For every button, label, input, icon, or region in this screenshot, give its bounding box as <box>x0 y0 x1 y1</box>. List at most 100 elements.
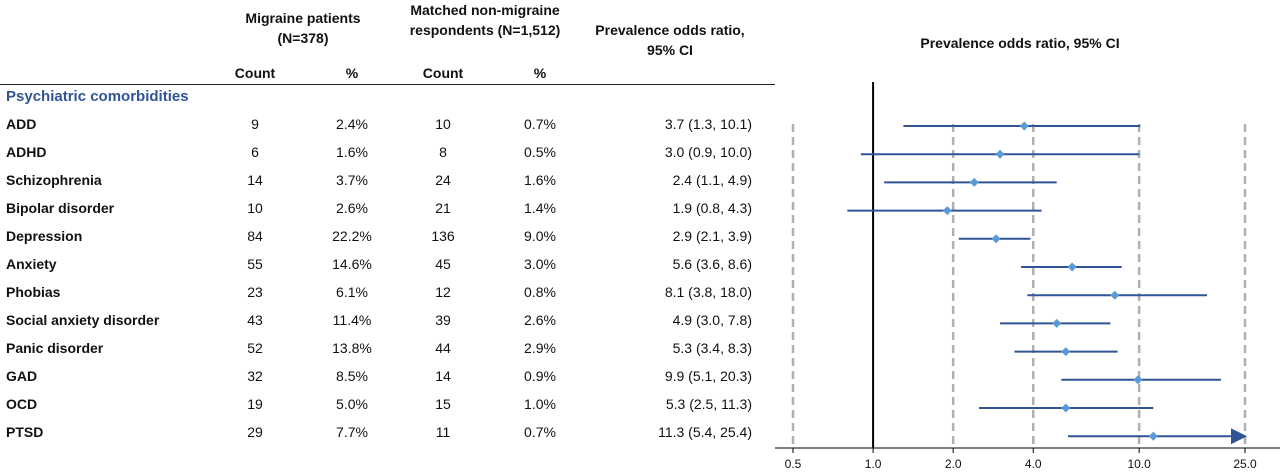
matched-pct: 0.9% <box>524 368 556 384</box>
row-label: Anxiety <box>6 256 57 272</box>
point-estimate <box>995 149 1005 159</box>
migraine-pct: 22.2% <box>332 228 372 244</box>
migraine-pct: 14.6% <box>332 256 372 272</box>
migraine-pct: 6.1% <box>336 284 368 300</box>
x-tick-label: 2.0 <box>945 457 962 471</box>
matched-count: 14 <box>435 368 451 384</box>
x-tick-label: 10.0 <box>1127 457 1151 471</box>
row-label: Phobias <box>6 284 61 300</box>
migraine-count: 29 <box>247 424 263 440</box>
point-estimate <box>1148 431 1158 441</box>
matched-pct: 9.0% <box>524 228 556 244</box>
migraine-pct: 2.6% <box>336 200 368 216</box>
migraine-pct: 7.7% <box>336 424 368 440</box>
odds-ratio-text: 4.9 (3.0, 7.8) <box>672 312 752 328</box>
point-estimate <box>991 234 1001 244</box>
x-tick-label: 1.0 <box>865 457 882 471</box>
header-divider <box>0 84 775 85</box>
table-row: Social anxiety disorder 43 11.4% 39 2.6% 4.9 … <box>0 310 780 338</box>
matched-pct: 0.8% <box>524 284 556 300</box>
odds-ratio-text: 5.3 (2.5, 11.3) <box>665 396 752 412</box>
migraine-count: 52 <box>247 340 263 356</box>
header-por: Prevalence odds ratio, 95% CI <box>595 22 745 58</box>
migraine-pct: 3.7% <box>336 172 368 188</box>
migraine-pct: 2.4% <box>336 116 368 132</box>
x-tick-label: 4.0 <box>1025 457 1042 471</box>
odds-ratio-text: 3.0 (0.9, 10.0) <box>664 144 752 160</box>
matched-pct: 2.6% <box>524 312 556 328</box>
matched-count: 15 <box>435 396 451 412</box>
matched-count: 39 <box>435 312 451 328</box>
table-row: Bipolar disorder 10 2.6% 21 1.4% 1.9 (0.8, 4.… <box>0 198 780 226</box>
row-label: Panic disorder <box>6 340 104 356</box>
row-label: PTSD <box>6 424 44 440</box>
migraine-count: 6 <box>251 144 259 160</box>
migraine-count: 19 <box>247 396 263 412</box>
row-label: GAD <box>6 368 38 384</box>
odds-ratio-text: 2.9 (2.1, 3.9) <box>672 228 752 244</box>
header-matched: Matched non-migraine respondents (N=1,51… <box>409 2 561 38</box>
matched-pct: 0.5% <box>524 144 556 160</box>
row-label: ADHD <box>6 144 47 160</box>
migraine-pct: 8.5% <box>336 368 368 384</box>
odds-ratio-text: 3.7 (1.3, 10.1) <box>664 116 752 132</box>
table-row: ADD 9 2.4% 10 0.7% 3.7 (1.3, 10.1) <box>0 114 780 142</box>
point-estimate <box>1133 375 1143 385</box>
subheader-count-matched: Count <box>422 65 464 81</box>
odds-ratio-text: 9.9 (5.1, 20.3) <box>664 368 752 384</box>
odds-ratio-text: 1.9 (0.8, 4.3) <box>672 200 752 216</box>
matched-count: 11 <box>435 424 451 440</box>
odds-ratio-text: 5.6 (3.6, 8.6) <box>672 256 752 272</box>
point-estimate <box>1110 290 1120 300</box>
migraine-count: 10 <box>247 200 263 216</box>
matched-pct: 3.0% <box>524 256 556 272</box>
matched-count: 44 <box>435 340 451 356</box>
matched-count: 10 <box>435 116 451 132</box>
migraine-count: 9 <box>251 116 259 132</box>
section-title: Psychiatric comorbidities <box>6 88 189 105</box>
row-label: Bipolar disorder <box>6 200 115 216</box>
matched-pct: 1.4% <box>524 200 556 216</box>
migraine-count: 84 <box>247 228 263 244</box>
row-label: ADD <box>6 116 37 132</box>
table-row: GAD 32 8.5% 14 0.9% 9.9 (5.1, 20.3) <box>0 366 780 394</box>
odds-ratio-text: 5.3 (3.4, 8.3) <box>672 340 752 356</box>
table-row: PTSD 29 7.7% 11 0.7% 11.3 (5.4, 25.4) <box>0 422 780 450</box>
odds-ratio-text: 2.4 (1.1, 4.9) <box>672 172 752 188</box>
forest-title: Prevalence odds ratio, 95% CI <box>920 35 1120 51</box>
point-estimate <box>1019 121 1029 131</box>
matched-pct: 0.7% <box>524 424 556 440</box>
odds-ratio-text: 11.3 (5.4, 25.4) <box>658 424 752 440</box>
header-migraine: Migraine patients (N=378) <box>245 10 361 46</box>
migraine-pct: 5.0% <box>336 396 368 412</box>
x-tick-label: 0.5 <box>785 457 802 471</box>
matched-count: 24 <box>435 172 451 188</box>
migraine-count: 23 <box>247 284 263 300</box>
forest-plot: 0.5 1.0 2.0 4.0 10.0 25.0 <box>775 82 1280 471</box>
table-row: ADHD 6 1.6% 8 0.5% 3.0 (0.9, 10.0) <box>0 142 780 170</box>
odds-ratio-text: 8.1 (3.8, 18.0) <box>664 284 752 300</box>
matched-count: 12 <box>435 284 451 300</box>
table-row: Anxiety 55 14.6% 45 3.0% 5.6 (3.6, 8.6) <box>0 254 780 282</box>
point-estimate <box>1061 403 1071 413</box>
point-estimate <box>942 206 952 216</box>
migraine-count: 32 <box>247 368 263 384</box>
matched-pct: 2.9% <box>524 340 556 356</box>
subheader-count-migraine: Count <box>234 65 276 81</box>
migraine-pct: 11.4% <box>332 312 372 328</box>
table-row: Panic disorder 52 13.8% 44 2.9% 5.3 (3.4, 8.3… <box>0 338 780 366</box>
table-row: Phobias 23 6.1% 12 0.8% 8.1 (3.8, 18.0) <box>0 282 780 310</box>
point-estimate <box>1061 347 1071 357</box>
matched-pct: 1.0% <box>524 396 556 412</box>
row-label: Schizophrenia <box>6 172 102 188</box>
subheader-pct-migraine: % <box>345 65 359 81</box>
table-row: Depression 84 22.2% 136 9.0% 2.9 (2.1, 3.9) <box>0 226 780 254</box>
row-label: Depression <box>6 228 83 244</box>
point-estimate <box>1067 262 1077 272</box>
row-label: Social anxiety disorder <box>6 312 160 328</box>
x-tick-label: 25.0 <box>1233 457 1257 471</box>
matched-count: 45 <box>435 256 451 272</box>
migraine-pct: 13.8% <box>332 340 372 356</box>
migraine-pct: 1.6% <box>336 144 368 160</box>
subheader-pct-matched: % <box>533 65 547 81</box>
